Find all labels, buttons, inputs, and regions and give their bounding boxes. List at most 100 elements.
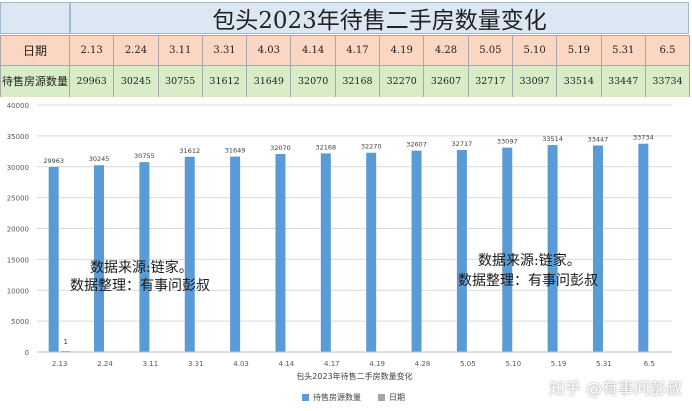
data-label: 33514 — [542, 135, 563, 143]
data-label-date: 1 — [63, 338, 67, 346]
y-tick-label: 25000 — [7, 195, 29, 203]
bar-listings — [502, 147, 513, 352]
data-label: 32270 — [361, 143, 382, 151]
bar-listings — [456, 149, 467, 352]
data-label: 31649 — [225, 147, 246, 155]
legend-label-date: 日期 — [389, 393, 405, 402]
x-tick-label: 4.14 — [279, 360, 295, 368]
bar-listings — [592, 145, 603, 352]
count-cell[interactable]: 30755 — [157, 65, 203, 98]
date-cell[interactable]: 4.28 — [423, 35, 469, 66]
y-tick-label: 15000 — [7, 256, 29, 264]
y-tick-label: 40000 — [7, 102, 29, 110]
x-tick-label: 4.28 — [415, 360, 431, 368]
y-tick-label: 30000 — [7, 164, 29, 172]
zhihu-watermark: 知乎 @有事问彭叔 — [548, 379, 682, 398]
x-tick-label: 6.5 — [644, 360, 655, 368]
legend-swatch-date — [378, 394, 385, 401]
x-tick-label: 3.31 — [188, 360, 204, 368]
x-tick-label: 2.24 — [97, 360, 113, 368]
legend-swatch-listings — [302, 394, 309, 401]
data-label: 32607 — [406, 141, 427, 149]
data-label: 32168 — [315, 143, 336, 151]
count-cell[interactable]: 32607 — [423, 65, 469, 98]
data-label: 32070 — [270, 144, 291, 152]
date-cell[interactable]: 4.14 — [290, 35, 336, 66]
date-cell[interactable]: 2.13 — [68, 35, 115, 66]
count-cell[interactable]: 32270 — [379, 65, 425, 98]
bar-date — [60, 350, 71, 352]
watermark-author-left: 数据整理：有事问彭叔 — [70, 278, 210, 294]
count-cell[interactable]: 30245 — [113, 65, 159, 98]
bar-listings — [94, 165, 105, 352]
count-cell[interactable]: 33097 — [511, 65, 558, 98]
bar-listings — [366, 152, 377, 352]
date-cell[interactable]: 4.19 — [379, 35, 425, 66]
date-cell[interactable]: 3.11 — [157, 35, 203, 66]
x-tick-label: 5.31 — [596, 360, 612, 368]
data-label: 32717 — [452, 140, 473, 148]
bar-listings — [230, 156, 241, 352]
data-label: 29963 — [43, 157, 64, 165]
date-row: 日期 2.13 2.24 3.11 3.31 4.03 4.14 4.17 4.19 4.28 5… — [0, 35, 691, 66]
date-cell[interactable]: 4.17 — [334, 35, 381, 66]
x-axis-title: 包头2023年待售二手房数量变化 — [296, 371, 412, 381]
data-label: 30755 — [134, 152, 155, 160]
bar-listings — [48, 166, 59, 352]
data-label: 33734 — [633, 134, 654, 142]
date-cell[interactable]: 2.24 — [113, 35, 159, 66]
bar-listings — [320, 153, 331, 352]
y-tick-label: 0 — [25, 349, 29, 357]
x-tick-label: 5.10 — [505, 360, 521, 368]
count-row-label[interactable]: 待售房源数量 — [0, 65, 70, 98]
x-tick-label: 2.13 — [52, 360, 68, 368]
date-cell[interactable]: 5.19 — [556, 35, 602, 66]
count-cell[interactable]: 29963 — [68, 65, 115, 98]
y-tick-label: 20000 — [7, 226, 29, 234]
y-tick-label: 5000 — [11, 318, 29, 326]
count-cell[interactable]: 32168 — [334, 65, 381, 98]
x-tick-label: 5.05 — [460, 360, 476, 368]
title-left-cell[interactable] — [0, 2, 70, 34]
bar-listings — [638, 143, 649, 352]
count-cell[interactable]: 32070 — [290, 65, 336, 98]
data-table: 日期 2.13 2.24 3.11 3.31 4.03 4.14 4.17 4.19 4.28 5… — [0, 35, 691, 98]
x-tick-label: 3.11 — [143, 360, 159, 368]
date-cell[interactable]: 4.03 — [246, 35, 292, 66]
date-row-label[interactable]: 日期 — [0, 35, 70, 66]
watermark-source-right: 数据来源:链家。 — [478, 253, 581, 269]
chart-background — [0, 97, 692, 411]
bar-chart[interactable]: 0 5000 10000 15000 20000 25000 30000 35000 40000… — [0, 97, 692, 411]
date-cell[interactable]: 6.5 — [644, 35, 691, 66]
bar-listings — [184, 156, 195, 352]
count-cell[interactable]: 33734 — [644, 65, 691, 98]
count-cell[interactable]: 31649 — [246, 65, 292, 98]
count-cell[interactable]: 32717 — [467, 65, 513, 98]
data-label: 33097 — [497, 138, 518, 146]
bar-listings — [139, 162, 150, 352]
date-cell[interactable]: 5.05 — [467, 35, 513, 66]
date-cell[interactable]: 3.31 — [201, 35, 248, 66]
x-tick-label: 4.03 — [233, 360, 249, 368]
bar-listings — [275, 153, 286, 352]
x-tick-label: 5.19 — [551, 360, 567, 368]
count-cell[interactable]: 33514 — [556, 65, 602, 98]
watermark-source-left: 数据来源:链家。 — [90, 260, 193, 276]
sheet-title[interactable]: 包头2023年待售二手房数量变化 — [70, 2, 689, 34]
count-row: 待售房源数量 29963 30245 30755 31612 31649 32070 321… — [0, 65, 691, 98]
date-cell[interactable]: 5.31 — [600, 35, 646, 66]
y-tick-label: 10000 — [7, 287, 29, 295]
data-label: 30245 — [89, 155, 110, 163]
bar-listings — [547, 145, 558, 352]
data-label: 31612 — [179, 147, 200, 155]
count-cell[interactable]: 33447 — [600, 65, 646, 98]
x-tick-label: 4.19 — [369, 360, 385, 368]
y-tick-label: 35000 — [7, 133, 29, 141]
x-tick-label: 4.17 — [324, 360, 340, 368]
legend-label-listings: 待售房源数量 — [313, 392, 361, 402]
date-cell[interactable]: 5.10 — [511, 35, 558, 66]
data-label: 33447 — [588, 135, 609, 143]
count-cell[interactable]: 31612 — [201, 65, 248, 98]
bar-listings — [411, 150, 422, 352]
